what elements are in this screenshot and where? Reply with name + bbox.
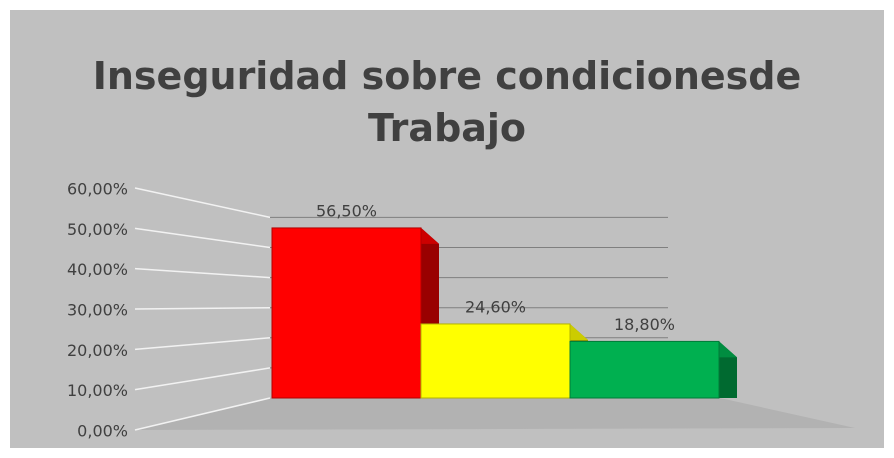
y-tick-label: 10,00% xyxy=(67,381,128,400)
y-tick-label: 30,00% xyxy=(67,301,128,320)
grid-line xyxy=(134,267,271,279)
bar xyxy=(569,340,720,399)
grid-line xyxy=(134,306,271,310)
data-label: 24,60% xyxy=(465,297,526,316)
grid-line xyxy=(134,337,271,351)
y-tick-label: 50,00% xyxy=(67,220,128,239)
grid-line xyxy=(134,397,271,431)
data-label: 56,50% xyxy=(316,201,377,220)
data-label: 18,80% xyxy=(614,315,675,334)
y-tick-label: 20,00% xyxy=(67,341,128,360)
y-tick-label: 0,00% xyxy=(77,422,128,441)
grid-line xyxy=(134,227,271,249)
grid-line xyxy=(134,187,271,219)
floor xyxy=(135,398,855,430)
chart-title: Inseguridad sobre condicionesde Trabajo xyxy=(92,54,802,150)
grid-line xyxy=(134,367,271,391)
bar xyxy=(271,227,422,399)
bar xyxy=(420,323,571,399)
y-tick-label: 40,00% xyxy=(67,260,128,279)
y-tick-label: 60,00% xyxy=(67,180,128,199)
